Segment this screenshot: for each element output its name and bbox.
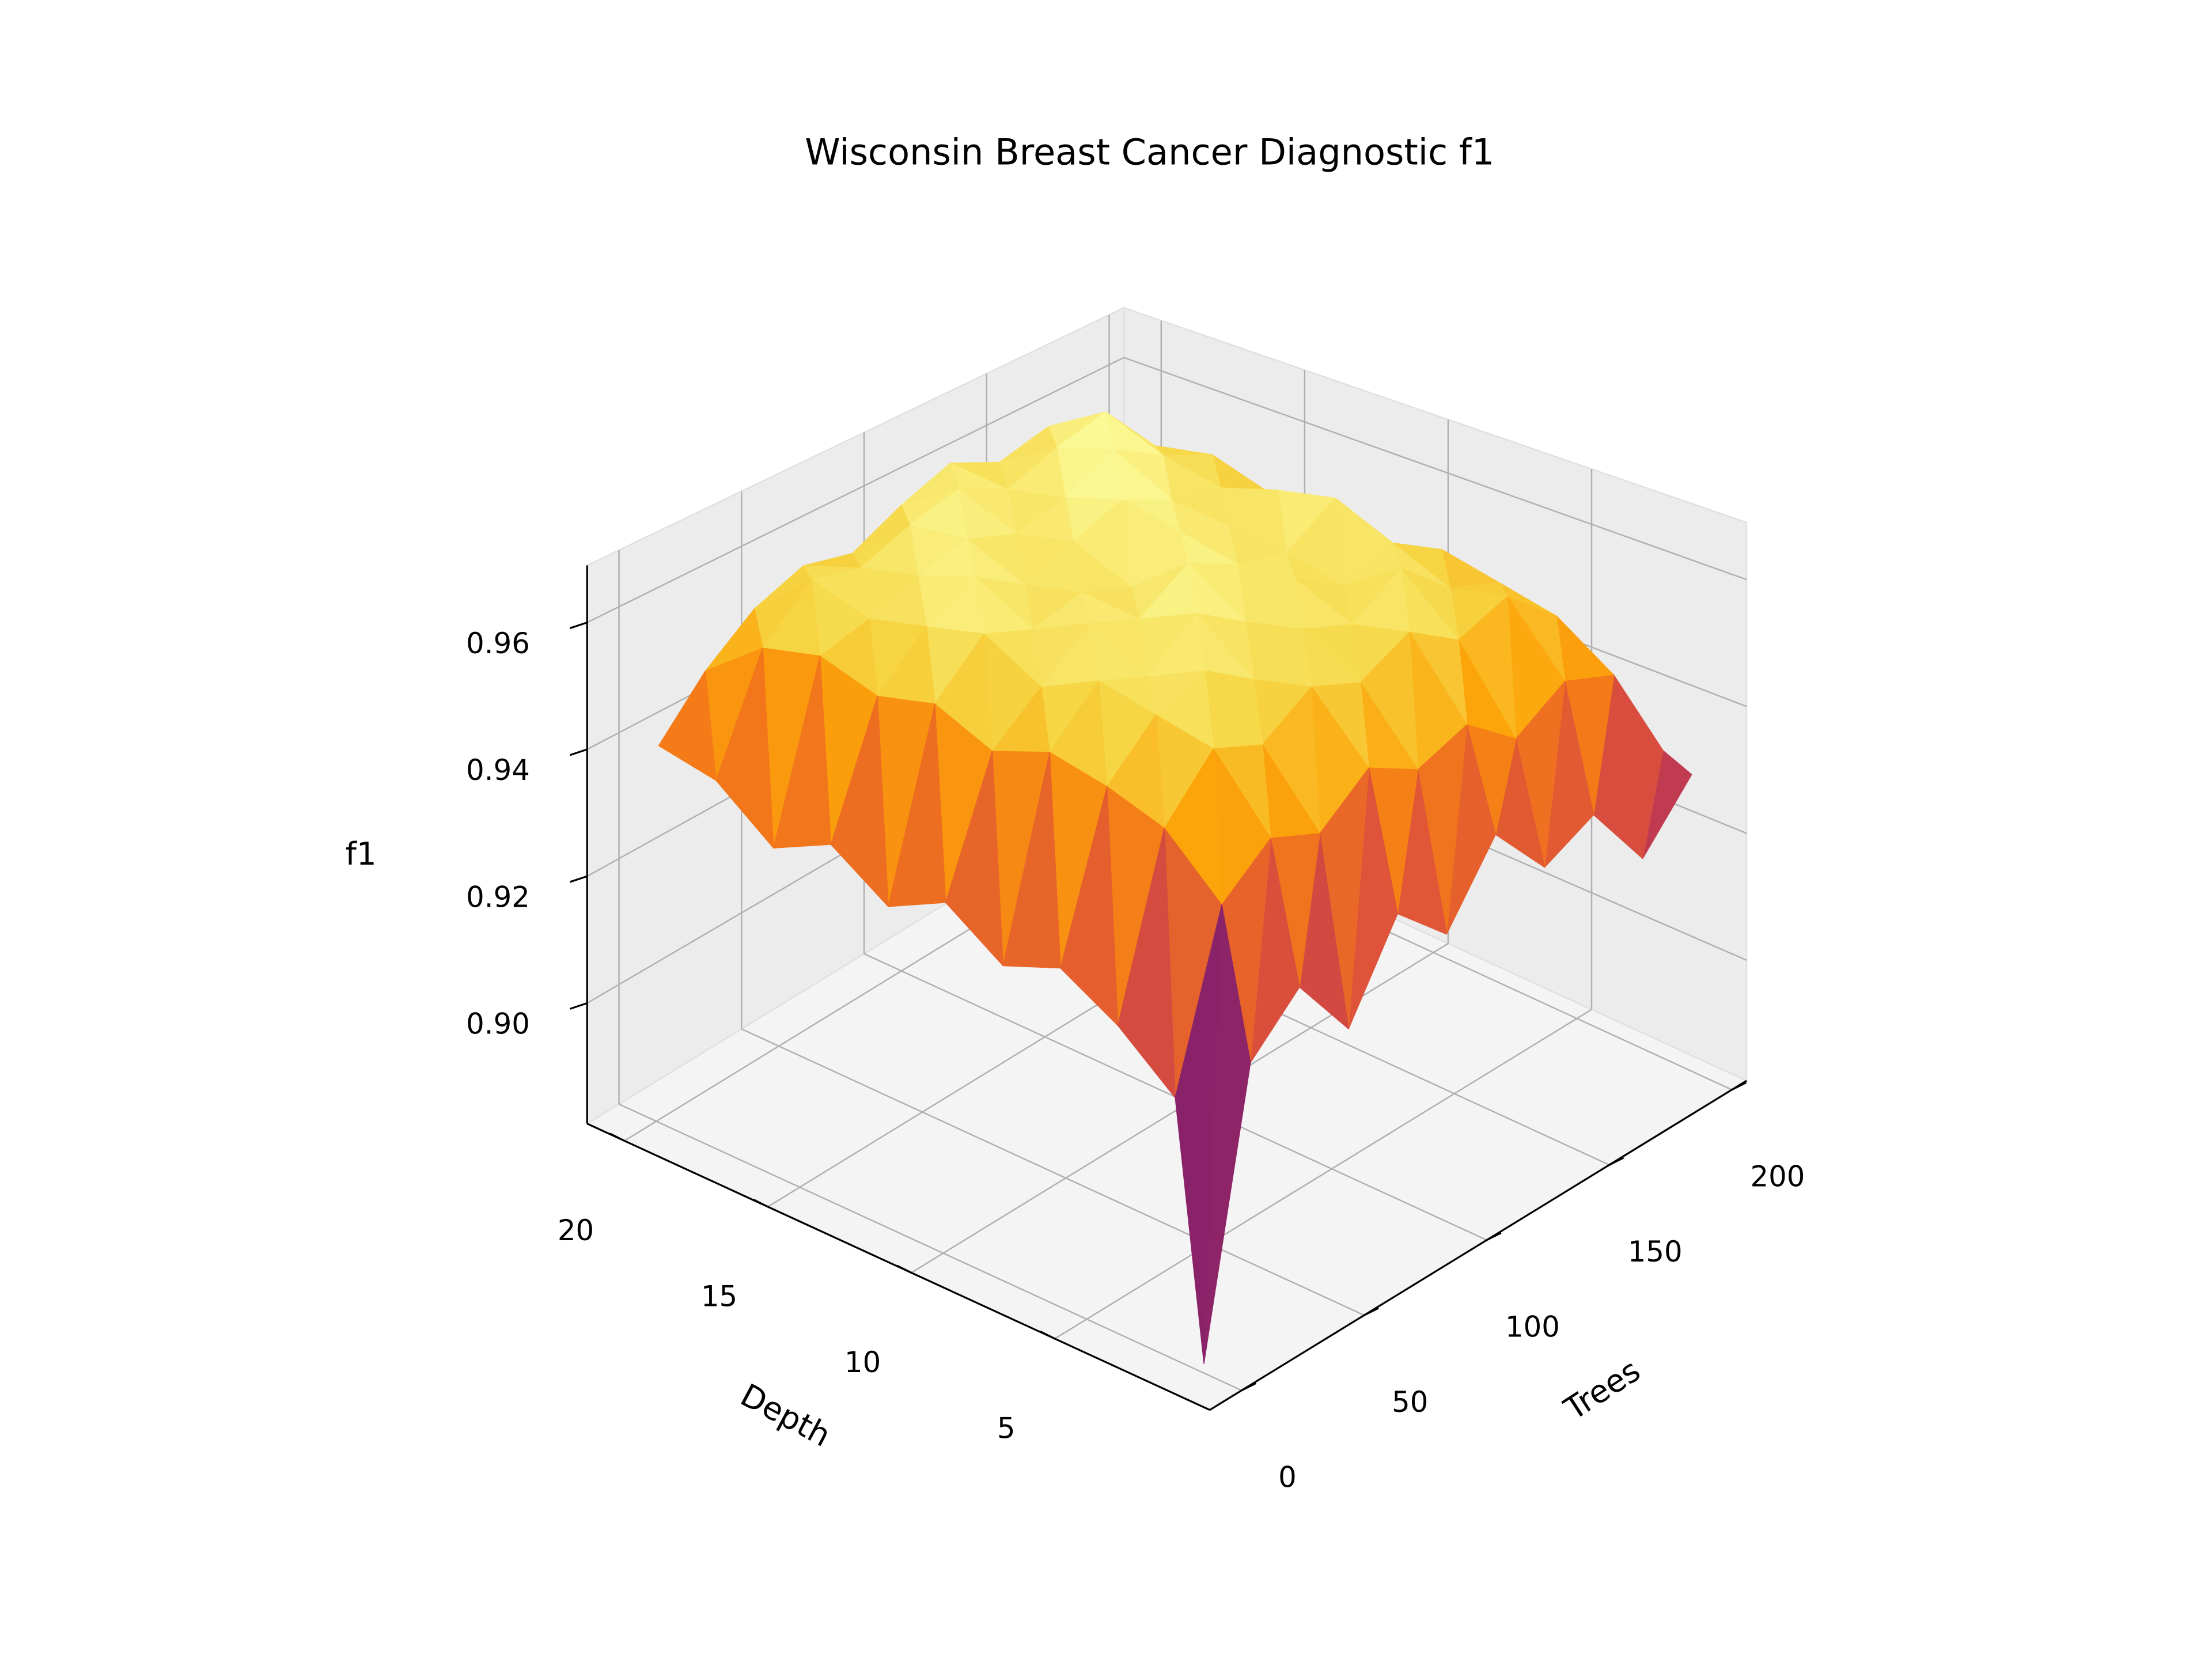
x-axis-line <box>1209 1080 1747 1411</box>
x-tick-label: 100 <box>1505 1310 1560 1343</box>
surface-facet <box>888 703 946 907</box>
x-tick <box>1241 1382 1257 1392</box>
z-tick <box>569 622 588 630</box>
x-tick <box>1486 1232 1502 1241</box>
z-tick-label: 0.92 <box>466 880 530 914</box>
z-tick-label: 0.94 <box>466 753 530 787</box>
x-tick-label: 150 <box>1628 1235 1683 1268</box>
chart-title: Wisconsin Breast Cancer Diagnostic f1 <box>805 131 1494 173</box>
surface-facet <box>1175 904 1222 1364</box>
z-tick-label: 0.96 <box>466 627 530 660</box>
surface-facet <box>830 695 889 907</box>
surface-facet <box>1060 786 1119 1026</box>
x-tick <box>1608 1157 1624 1166</box>
z-tick-label: 0.90 <box>466 1007 530 1041</box>
surface-facet <box>1002 752 1061 969</box>
y-tick <box>753 1199 768 1208</box>
surface-facet <box>658 671 717 781</box>
y-tick <box>896 1264 912 1274</box>
surface-facet <box>773 656 832 849</box>
z-tick <box>569 748 588 756</box>
grid-line <box>741 1028 1365 1316</box>
grid-line <box>619 1103 1242 1391</box>
surface-facet <box>1117 828 1176 1099</box>
x-tick-label: 200 <box>1751 1160 1805 1193</box>
grid-line <box>1054 1009 1592 1340</box>
y-tick-label: 10 <box>844 1346 881 1379</box>
y-tick-label: 15 <box>701 1279 737 1313</box>
grid-line <box>586 357 1124 623</box>
x-tick <box>1363 1307 1379 1316</box>
z-tick <box>569 1002 588 1010</box>
y-tick <box>1040 1331 1055 1340</box>
y-tick <box>609 1132 625 1142</box>
y-tick-label: 20 <box>558 1214 594 1247</box>
x-tick <box>1731 1081 1747 1091</box>
grid-line <box>1123 357 1747 581</box>
y-tick-label: 5 <box>997 1411 1016 1445</box>
x-tick-label: 50 <box>1392 1385 1428 1419</box>
z-axis-label: f1 <box>346 835 377 872</box>
x-tick-label: 0 <box>1278 1460 1297 1494</box>
surface-facet <box>945 751 1004 967</box>
surface-facet <box>715 647 774 849</box>
z-tick <box>569 875 588 883</box>
